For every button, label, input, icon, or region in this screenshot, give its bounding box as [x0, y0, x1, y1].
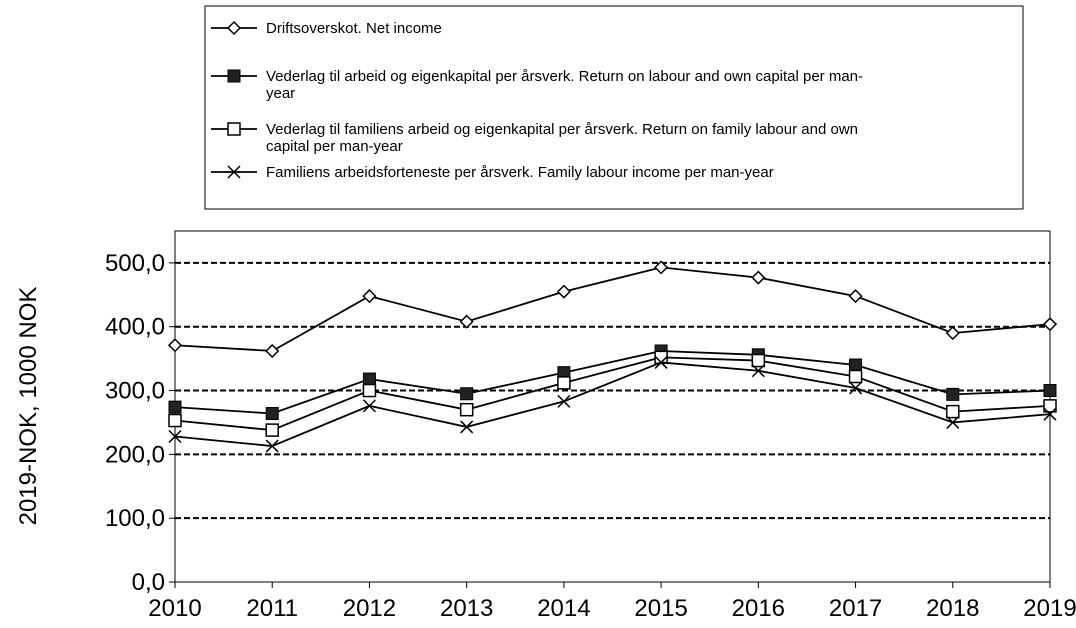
data-point-x	[751, 364, 765, 378]
x-tick-label: 2012	[343, 595, 396, 622]
x-tick-label: 2013	[440, 595, 493, 622]
data-point-diamond	[848, 289, 863, 304]
plot-area	[174, 230, 1051, 583]
data-point-filled-square	[946, 387, 960, 401]
data-point-filled-square	[362, 372, 376, 386]
data-point-open-square	[168, 413, 182, 428]
data-point-x	[654, 355, 668, 369]
data-point-open-square	[362, 383, 377, 398]
x-tick-label: 2016	[732, 595, 785, 622]
legend-label: Vederlag til arbeid og eigenkapital per …	[266, 68, 863, 85]
x-tick-label: 2018	[926, 595, 979, 622]
data-point-open-square	[848, 369, 863, 384]
data-point-x	[557, 394, 571, 408]
x-tick-label: 2015	[634, 595, 687, 622]
data-point-x	[849, 381, 863, 395]
x-tick-label: 2011	[246, 595, 298, 622]
y-tick-label: 100,0	[105, 505, 165, 532]
data-point-diamond	[265, 343, 280, 359]
data-point-filled-square	[265, 407, 279, 421]
y-tick-label: 300,0	[105, 378, 165, 405]
legend-label: capital per man-year	[266, 138, 403, 155]
data-point-diamond	[226, 20, 242, 36]
data-point-x	[460, 420, 474, 434]
data-point-filled-square	[849, 358, 863, 372]
data-point-open-square	[751, 353, 766, 368]
legend-entry-1: Driftsoverskot. Net income	[211, 20, 442, 37]
legend-label: year	[266, 85, 295, 102]
grid-lines	[175, 261, 1050, 520]
data-point-filled-square	[168, 400, 182, 414]
data-point-diamond	[459, 314, 474, 329]
series-1	[167, 260, 1058, 359]
legend-label: Vederlag til familiens arbeid og eigenka…	[266, 121, 858, 138]
series-line	[174, 350, 1051, 415]
data-point-diamond	[654, 260, 669, 275]
data-point-x	[1043, 407, 1057, 421]
data-point-diamond	[362, 289, 377, 304]
data-point-diamond	[556, 284, 571, 299]
data-point-x	[168, 429, 182, 444]
y-tick-label: 0,0	[132, 569, 165, 596]
legend-entry-2: Vederlag til arbeid og eigenkapital per …	[211, 68, 863, 102]
legend: Driftsoverskot. Net income Vederlag til a…	[211, 20, 863, 181]
series-4	[168, 355, 1057, 453]
x-tick-label: 2014	[537, 595, 590, 622]
legend-label: Driftsoverskot. Net income	[266, 20, 442, 37]
data-point-filled-square	[460, 387, 474, 401]
series-line	[174, 361, 1051, 447]
y-tick-label: 200,0	[105, 441, 165, 468]
data-point-filled-square	[227, 69, 241, 83]
y-axis-title: 2019-NOK, 1000 NOK	[15, 287, 42, 526]
series-line	[174, 266, 1051, 352]
data-point-x	[227, 165, 241, 179]
legend-entry-3: Vederlag til familiens arbeid og eigenka…	[211, 121, 858, 155]
x-tick-label: 2010	[148, 595, 201, 622]
legend-entry-4: Familiens arbeidsforteneste per årsverk.…	[211, 164, 774, 181]
series-group	[167, 260, 1058, 453]
legend-label: Familiens arbeidsforteneste per årsverk.…	[266, 164, 774, 181]
data-point-filled-square	[1043, 384, 1057, 398]
data-point-open-square	[946, 404, 960, 419]
data-point-diamond	[167, 338, 183, 353]
data-point-open-square	[265, 423, 279, 437]
legend-box	[204, 5, 1024, 210]
x-tick-label: 2019	[1023, 595, 1076, 622]
data-point-open-square	[227, 122, 241, 136]
data-point-open-square	[459, 402, 474, 417]
data-point-x	[946, 415, 960, 429]
data-point-diamond	[751, 270, 766, 285]
data-point-open-square	[557, 376, 571, 390]
data-point-x	[362, 399, 376, 413]
data-point-diamond	[1042, 317, 1058, 332]
data-point-x	[265, 439, 279, 453]
y-tick-label: 400,0	[105, 314, 165, 341]
data-point-diamond	[945, 326, 960, 341]
series-line	[174, 356, 1051, 432]
y-tick-label: 500,0	[105, 250, 165, 277]
x-tick-label: 2017	[829, 595, 882, 622]
axes: 0,0 100,0 200,0 300,0 400,0 500,0 2010 2011 2012…	[105, 231, 1076, 622]
data-point-open-square	[1043, 399, 1057, 413]
